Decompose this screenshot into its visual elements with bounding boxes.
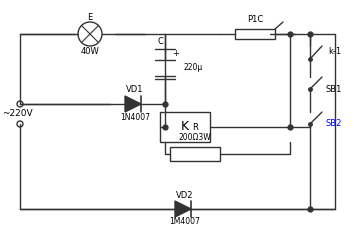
Polygon shape <box>125 96 141 112</box>
Text: VD1: VD1 <box>126 85 144 95</box>
Text: +: + <box>172 50 179 58</box>
Text: SB2: SB2 <box>325 120 341 128</box>
Text: ~220V: ~220V <box>2 110 33 118</box>
Text: R: R <box>192 124 198 132</box>
Text: C: C <box>157 37 163 47</box>
Bar <box>235 29 275 39</box>
Bar <box>170 147 220 161</box>
Text: 220μ: 220μ <box>183 63 202 73</box>
Text: K: K <box>181 121 189 134</box>
Text: k-1: k-1 <box>328 48 341 56</box>
Bar <box>160 112 210 142</box>
Text: SB1: SB1 <box>325 84 341 94</box>
Text: VD2: VD2 <box>176 191 194 201</box>
Text: 40W: 40W <box>81 47 99 55</box>
Text: 200Ω3W: 200Ω3W <box>179 134 211 143</box>
Text: E: E <box>87 12 93 22</box>
Text: 1N4007: 1N4007 <box>120 113 150 123</box>
Text: P1C: P1C <box>247 15 263 25</box>
Polygon shape <box>175 201 191 217</box>
Text: 1M4007: 1M4007 <box>170 217 200 227</box>
